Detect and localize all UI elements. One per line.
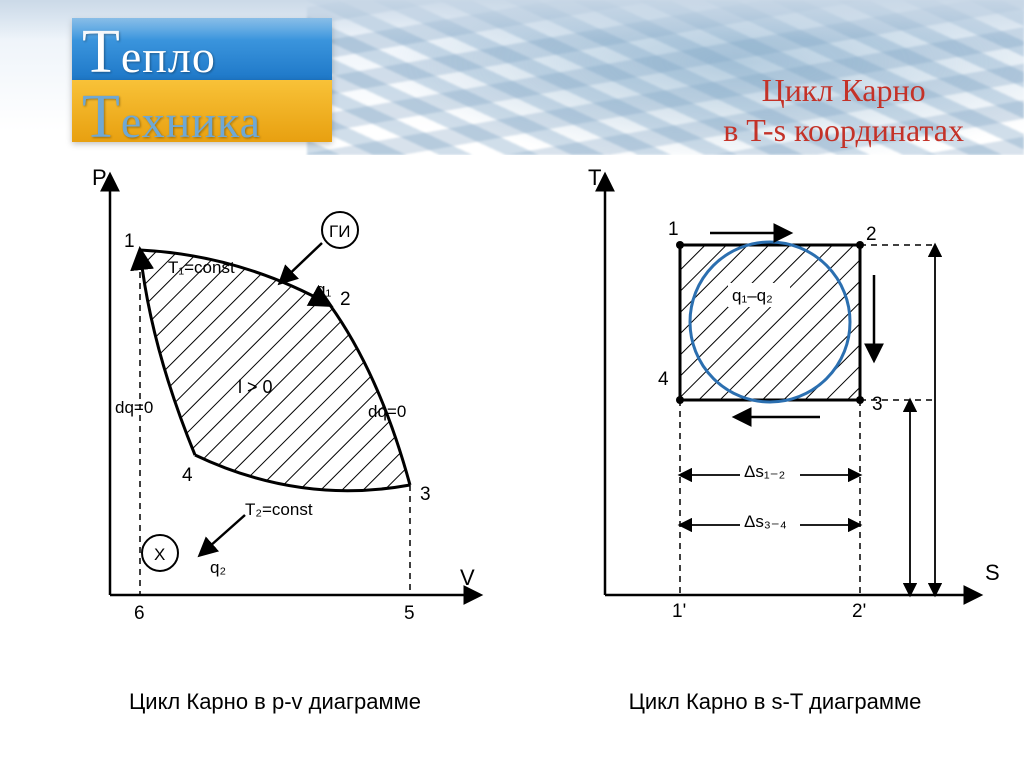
x-axis-label: S xyxy=(985,560,1000,585)
logo-line2-rest: ехника xyxy=(121,96,261,147)
logo-line2: Техника xyxy=(82,87,261,152)
lbl-ds34: Δs₃₋₄ xyxy=(744,512,787,531)
pt3: 3 xyxy=(872,394,883,415)
ts-caption: Цикл Карно в s-T диаграмме xyxy=(540,689,1010,715)
pv-diagram-panel: P V 1 2 3 4 5 6 T₁=const T₂=const dq=0 d… xyxy=(40,155,510,715)
x-axis-label: V xyxy=(460,565,475,590)
content-area: P V 1 2 3 4 5 6 T₁=const T₂=const dq=0 d… xyxy=(0,155,1024,768)
lbl-t1const: T₁=const xyxy=(168,258,235,277)
pt4: 4 xyxy=(182,465,193,486)
lbl-dq0b: dq=0 xyxy=(368,402,406,421)
cycle-rect xyxy=(680,245,860,400)
pv-diagram-svg: P V 1 2 3 4 5 6 T₁=const T₂=const dq=0 d… xyxy=(40,155,510,675)
y-axis-label: P xyxy=(92,165,107,190)
logo-line1: Тепло xyxy=(82,22,261,87)
pt1: 1 xyxy=(668,219,679,240)
title-line1: Цикл Карно xyxy=(723,70,964,110)
ts-diagram-panel: T S 1 2 3 4 q₁–q₂ xyxy=(540,155,1010,715)
lbl-dq0a: dq=0 xyxy=(115,398,153,417)
gi-arrow xyxy=(280,243,322,283)
ts-diagram-svg: T S 1 2 3 4 q₁–q₂ xyxy=(540,155,1010,675)
title-line2: в T-s координатах xyxy=(723,110,964,150)
pt2: 2 xyxy=(340,289,351,310)
q2-arrow xyxy=(200,515,245,555)
pt1: 1 xyxy=(124,231,135,252)
pt1p: 1' xyxy=(672,601,686,622)
pt2: 2 xyxy=(866,224,877,245)
pt4: 4 xyxy=(658,369,669,390)
lbl-q2: q₂ xyxy=(210,558,226,577)
dot-1 xyxy=(676,241,684,249)
pt2p: 2' xyxy=(852,601,866,622)
y-axis-label: T xyxy=(588,165,601,190)
lbl-lgt0: l > 0 xyxy=(238,377,273,397)
lbl-t2const: T₂=const xyxy=(245,500,313,519)
lbl-gi: ГИ xyxy=(329,222,350,241)
logo-text: Тепло Техника xyxy=(82,22,261,152)
pv-caption: Цикл Карно в p-v диаграмме xyxy=(40,689,510,715)
header: Тепло Техника Цикл Карно в T-s координат… xyxy=(0,0,1024,155)
lbl-q1q2: q₁–q₂ xyxy=(732,286,773,305)
lbl-x: Х xyxy=(154,545,165,564)
pt5: 5 xyxy=(404,603,415,624)
lbl-q1: q₁ xyxy=(316,280,331,299)
logo-line1-rest: епло xyxy=(121,31,216,82)
slide-title: Цикл Карно в T-s координатах xyxy=(723,70,964,150)
pt3: 3 xyxy=(420,484,431,505)
lbl-ds12: Δs₁₋₂ xyxy=(744,462,785,481)
pt6: 6 xyxy=(134,603,145,624)
